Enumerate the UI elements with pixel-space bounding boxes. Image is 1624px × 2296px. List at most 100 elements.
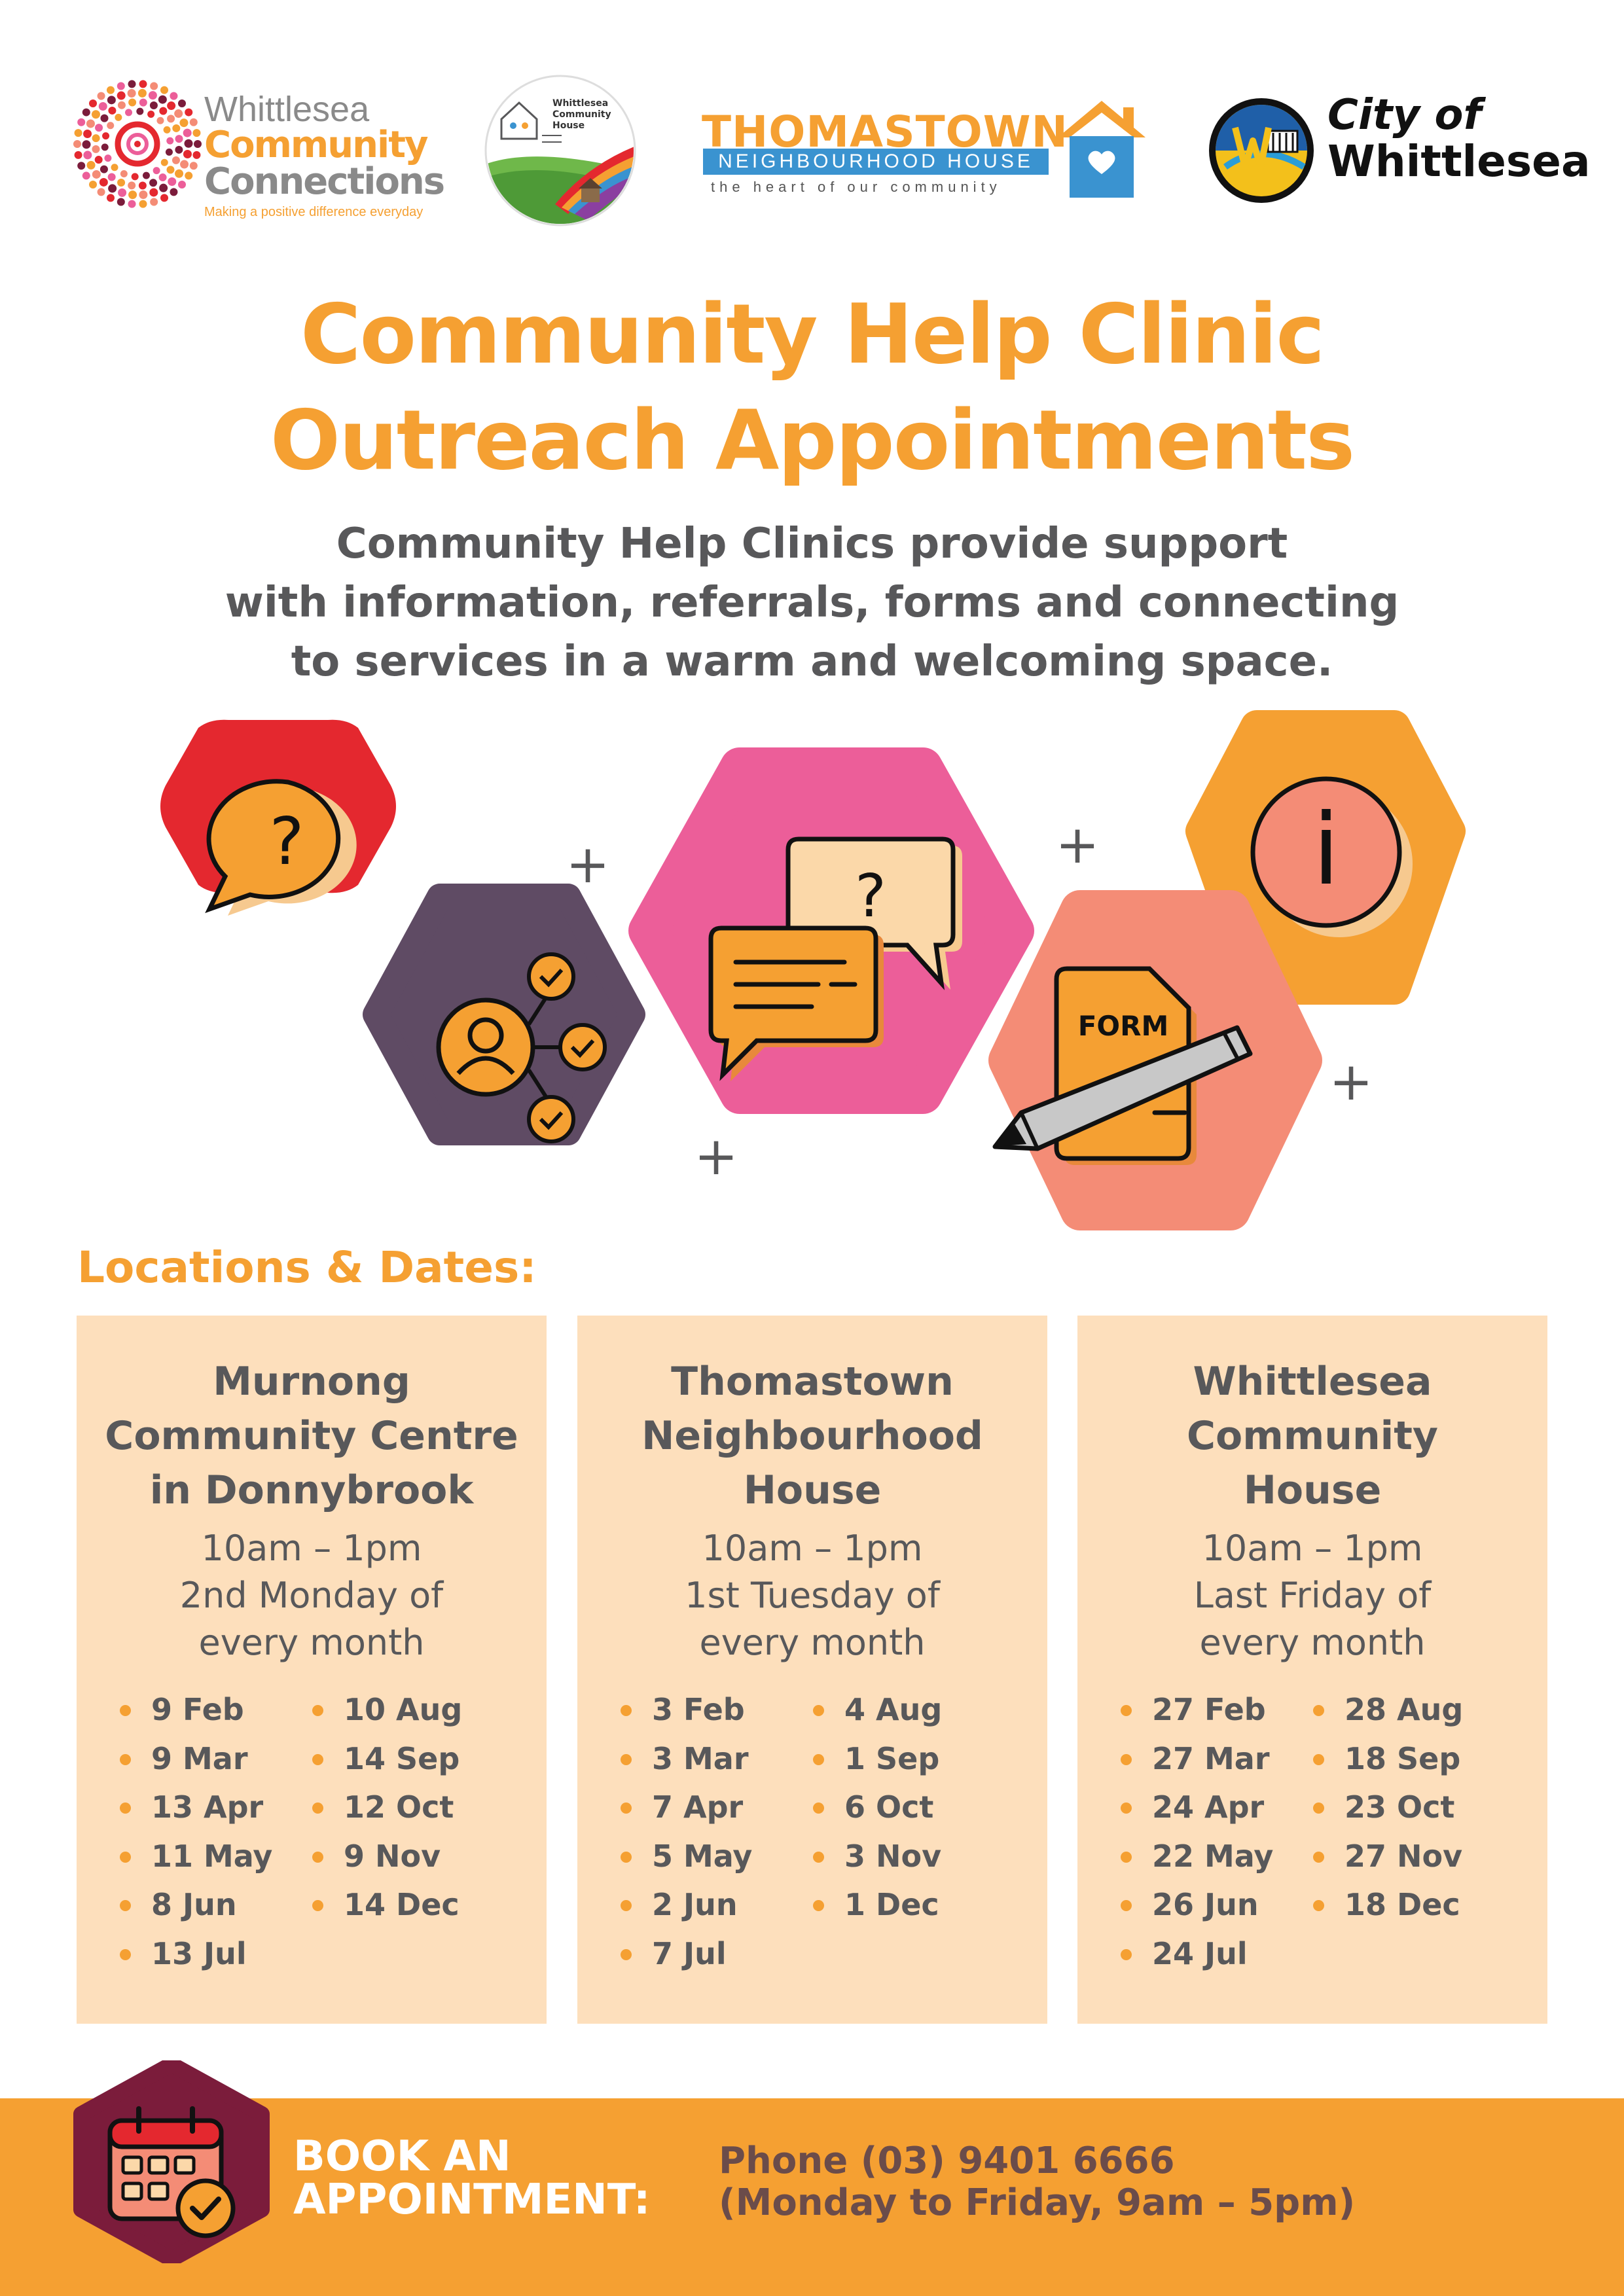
logo-dot — [192, 129, 201, 137]
logo-dot — [149, 101, 158, 110]
info-circle-icon: i — [1250, 776, 1413, 937]
logo-wcc-line2: Community — [204, 124, 428, 166]
logo-dot — [160, 86, 169, 94]
logo-dot — [117, 101, 126, 109]
dot-ring-icon — [73, 80, 202, 208]
logo-dot — [172, 124, 181, 132]
date-item: 3 Mar — [621, 1734, 752, 1784]
logo-dot — [127, 89, 136, 98]
logo-dot — [175, 135, 183, 143]
logo-dot — [165, 148, 173, 156]
date-item: 28 Aug — [1313, 1685, 1463, 1734]
logo-dot — [128, 80, 136, 88]
phone-line1: Phone (03) 9401 6666 — [719, 2140, 1175, 2182]
logo-dot — [108, 184, 117, 193]
date-item: 18 Dec — [1313, 1880, 1463, 1929]
date-item: 14 Sep — [312, 1734, 462, 1784]
book-line2: APPOINTMENT: — [293, 2176, 651, 2224]
intro-line2: with information, referrals, forms and c… — [225, 579, 1399, 627]
date-item: 24 Jul — [1121, 1929, 1273, 1979]
logo-dot — [189, 118, 198, 126]
logo-dot — [101, 143, 109, 151]
dates-column-2: 28 Aug 18 Sep 23 Oct 27 Nov 18 Dec — [1313, 1685, 1463, 1929]
logo-city-of-whittlesea: City of Whittlesea — [1327, 91, 1590, 185]
logo-dot — [177, 99, 186, 108]
plus-sign-3: + — [694, 1126, 738, 1187]
logo-dot — [167, 101, 176, 111]
logo-whittlesea-community-house — [484, 75, 636, 226]
logo-dot — [158, 95, 167, 104]
logo-dot — [98, 102, 107, 111]
logo-dot — [183, 128, 192, 137]
schedule-line: every month — [699, 1622, 926, 1663]
location-time: 10am – 1pm — [702, 1528, 923, 1569]
logo-dot — [166, 137, 174, 145]
logo-cow-line1: City of — [1327, 91, 1482, 139]
info-hexagon: i — [1185, 710, 1466, 1005]
logo-wch-text: Whittlesea Community House — [552, 98, 611, 131]
logo-dot — [117, 82, 125, 90]
person-network-icon — [436, 952, 607, 1143]
location-name-line: Neighbourhood — [641, 1413, 983, 1459]
logo-dot — [156, 117, 164, 124]
date-item: 11 May — [120, 1832, 272, 1881]
logo-dot — [159, 183, 168, 192]
logo-dot — [139, 200, 147, 208]
logo-dot — [139, 98, 147, 107]
date-item: 27 Mar — [1121, 1734, 1273, 1784]
info-mark-text: i — [1312, 793, 1340, 907]
plus-sign-4: + — [1329, 1051, 1373, 1112]
book-line1: BOOK AN — [293, 2132, 511, 2181]
location-name-line: Whittlesea — [1193, 1359, 1432, 1405]
logo-dot — [117, 198, 125, 206]
logo-dot — [115, 113, 122, 121]
location-name-line: Thomastown — [671, 1359, 954, 1405]
logo-dot — [99, 177, 108, 187]
chat-question-mark: ? — [855, 862, 886, 931]
logo-dot — [86, 119, 95, 128]
logo-dot — [149, 179, 158, 187]
logo-dot — [147, 110, 155, 118]
logo-dot — [167, 115, 175, 123]
logo-dot — [128, 190, 137, 200]
date-item: 18 Sep — [1313, 1734, 1463, 1784]
location-schedule: 10am – 1pm 1st Tuesday of every month — [577, 1525, 1047, 1666]
logo-dot — [117, 178, 126, 187]
logo-dot — [125, 109, 133, 117]
location-name-line: House — [743, 1467, 882, 1513]
schedule-line: every month — [1199, 1622, 1426, 1663]
schedule-line: 1st Tuesday of — [685, 1575, 940, 1616]
date-item: 10 Aug — [312, 1685, 462, 1734]
logo-dot — [158, 173, 167, 182]
logo-dot — [106, 86, 115, 94]
logo-dot — [148, 91, 157, 100]
logo-dot — [185, 171, 193, 180]
logo-dot — [83, 130, 92, 139]
logo-dot — [137, 88, 147, 98]
logo-dot — [192, 151, 201, 159]
logo-dot — [139, 190, 148, 199]
logo-dot — [117, 91, 126, 100]
logo-dot — [160, 158, 168, 166]
date-item: 7 Apr — [621, 1783, 752, 1832]
logo-dot — [166, 166, 175, 174]
logo-dot — [97, 188, 105, 196]
message-chat-icon — [708, 925, 884, 1081]
logo-dot — [153, 167, 160, 175]
logo-dot — [170, 92, 178, 100]
pen-icon — [992, 1025, 1253, 1151]
logo-dot — [174, 109, 183, 118]
logo-dot — [149, 188, 158, 197]
schedule-line: every month — [198, 1622, 425, 1663]
date-item: 9 Feb — [120, 1685, 272, 1734]
page-title: Community Help Clinic Outreach Appointme… — [0, 281, 1624, 493]
question-hexagon: ? — [160, 719, 396, 916]
date-item: 13 Apr — [120, 1783, 272, 1832]
logo-dot — [99, 165, 108, 173]
title-line2: Outreach Appointments — [270, 392, 1355, 488]
location-name-line: House — [1243, 1467, 1382, 1513]
logo-dot — [194, 140, 202, 148]
logo-thomastown-tagline: the heart of our community — [711, 179, 1001, 195]
city-emblem-icon — [1209, 98, 1314, 203]
logo-dot — [95, 124, 103, 132]
